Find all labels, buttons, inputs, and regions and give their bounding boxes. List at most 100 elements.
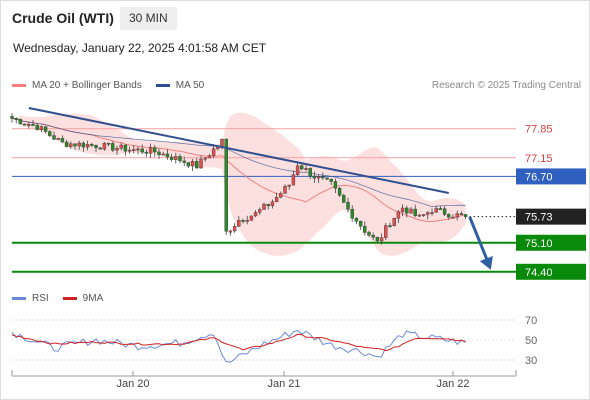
candle [300, 164, 304, 171]
candle [190, 158, 195, 172]
chart-datetime: Wednesday, January 22, 2025 4:01:58 AM C… [13, 41, 267, 55]
ma20-legend-label: MA 20 + Bollinger Bands [32, 80, 142, 91]
ma50-legend-label: MA 50 [175, 80, 205, 91]
candle [69, 141, 73, 149]
candle [375, 236, 380, 243]
candle [253, 209, 258, 218]
candle [409, 206, 413, 214]
price-legend: MA 20 + Bollinger Bands MA 50 [12, 80, 204, 91]
candle [270, 199, 275, 209]
candle [455, 210, 459, 221]
x-tick-label: Jan 20 [116, 378, 149, 390]
candle [73, 143, 77, 150]
level-label-74.40: 74.40 [525, 267, 553, 279]
candle [279, 191, 283, 199]
candle [43, 126, 48, 134]
moving-averages [11, 117, 466, 223]
candle [400, 204, 405, 217]
rsi-legend-label: RSI [32, 293, 49, 304]
candle [438, 206, 443, 210]
rsi-tick-30: 30 [525, 355, 537, 367]
candle [312, 171, 317, 183]
forecast-arrow-head [479, 255, 493, 270]
interval-button[interactable]: 30 MIN [120, 7, 177, 30]
candle [22, 123, 27, 126]
candle [174, 152, 178, 164]
candle [94, 144, 98, 153]
level-tag-75.73 [516, 208, 586, 225]
candle [153, 144, 157, 157]
candle [295, 163, 300, 177]
x-tick-label: Jan 22 [436, 378, 469, 390]
candle [228, 229, 233, 236]
level-labels: 77.85 77.15 76.70 75.73 75.10 74.40 [516, 124, 586, 280]
rsi-swatch [12, 297, 26, 300]
candle [342, 193, 346, 204]
candle [258, 207, 262, 215]
candle [157, 148, 161, 160]
candle [27, 121, 31, 129]
candle [195, 158, 199, 169]
candle [396, 209, 401, 223]
candle [430, 208, 434, 216]
candle [144, 149, 149, 157]
candle [451, 214, 455, 219]
forecast-arrow-shaft [468, 216, 490, 263]
candle [98, 147, 102, 150]
candle [31, 120, 35, 126]
candle [241, 218, 245, 224]
x-tick-label: Jan 21 [267, 378, 300, 390]
trendline [28, 107, 449, 194]
level-label-75.10: 75.10 [525, 238, 553, 250]
candlesticks [10, 113, 468, 245]
candle [169, 153, 174, 162]
candle [249, 215, 254, 222]
candle [405, 205, 409, 218]
candle [417, 213, 422, 217]
rsi-legend: RSI 9MA [12, 293, 103, 304]
bollinger-band-fill [12, 112, 466, 256]
candle [115, 145, 119, 155]
candle [56, 137, 60, 140]
bollinger-bands [12, 112, 466, 256]
candle [245, 215, 249, 225]
rsi-tick-70: 70 [525, 315, 537, 327]
resistance-trendline [28, 107, 449, 194]
candle [186, 162, 191, 168]
candle [392, 217, 396, 227]
candle [333, 178, 338, 194]
candle [287, 184, 291, 190]
price-levels [12, 128, 516, 273]
candle [434, 205, 438, 213]
level-tag-75.10 [516, 234, 586, 251]
level-label-75.73: 75.73 [525, 212, 553, 224]
candle [442, 206, 447, 216]
candle [350, 205, 354, 222]
level-tag-76.70 [516, 168, 586, 185]
candle [321, 172, 325, 180]
candle [316, 174, 321, 183]
candle [64, 140, 69, 148]
candle [447, 213, 451, 220]
candle [178, 153, 182, 164]
candle [346, 197, 350, 213]
ma50-swatch [155, 84, 170, 87]
candle [358, 220, 363, 230]
candle [127, 146, 132, 154]
candle [421, 214, 426, 217]
candle [384, 222, 388, 241]
candle [161, 151, 165, 156]
candle [14, 117, 18, 124]
candle [111, 141, 115, 153]
ma50-line [11, 118, 466, 208]
candle [203, 156, 207, 162]
candle [132, 144, 136, 154]
candle [48, 130, 52, 138]
candle [199, 155, 203, 169]
copyright-text: Research © 2025 Trading Central [431, 80, 581, 91]
candle [85, 140, 90, 151]
candle [363, 221, 367, 236]
candle [262, 202, 266, 210]
candle [325, 177, 329, 181]
